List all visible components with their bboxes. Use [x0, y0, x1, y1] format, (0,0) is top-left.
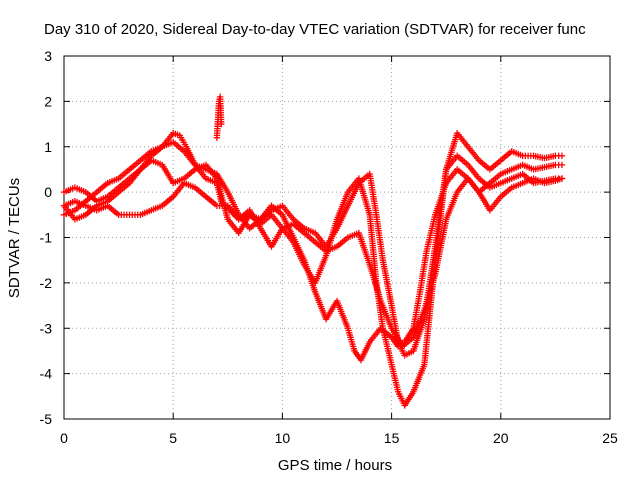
x-tick-label: 25	[602, 430, 618, 446]
x-tick-label: 20	[493, 430, 509, 446]
y-tick-label: -3	[40, 320, 53, 336]
data-series	[60, 93, 566, 409]
y-tick-label: -5	[40, 411, 53, 427]
series-track-2	[60, 129, 566, 359]
axis-ticks	[63, 55, 611, 420]
x-tick-labels: 0 5 10 15 20 25	[60, 430, 618, 446]
y-axis-label: SDTVAR / TECUs	[6, 178, 23, 298]
y-tick-label: 0	[44, 184, 52, 200]
data-point	[558, 152, 566, 160]
data-point	[558, 175, 566, 182]
chart-title: Day 310 of 2020, Sidereal Day-to-day VTE…	[44, 21, 586, 38]
series-spike	[213, 93, 225, 141]
series-track-4	[60, 175, 566, 350]
x-tick-label: 0	[60, 430, 68, 446]
grid	[64, 56, 610, 419]
x-tick-label: 15	[384, 430, 400, 446]
y-tick-label: -2	[40, 275, 53, 291]
series-track-3	[60, 152, 566, 409]
x-axis-label: GPS time / hours	[278, 457, 392, 474]
y-tick-label: -1	[40, 230, 53, 246]
x-tick-label: 10	[275, 430, 291, 446]
y-tick-label: 3	[44, 48, 52, 64]
data-point	[218, 120, 225, 128]
x-tick-label: 5	[169, 430, 177, 446]
y-tick-label: 2	[44, 93, 52, 109]
y-tick-labels: -5 -4 -3 -2 -1 0 1 2 3	[40, 48, 53, 427]
y-tick-label: 1	[44, 139, 52, 155]
y-tick-label: -4	[40, 366, 53, 382]
data-point	[558, 161, 566, 169]
